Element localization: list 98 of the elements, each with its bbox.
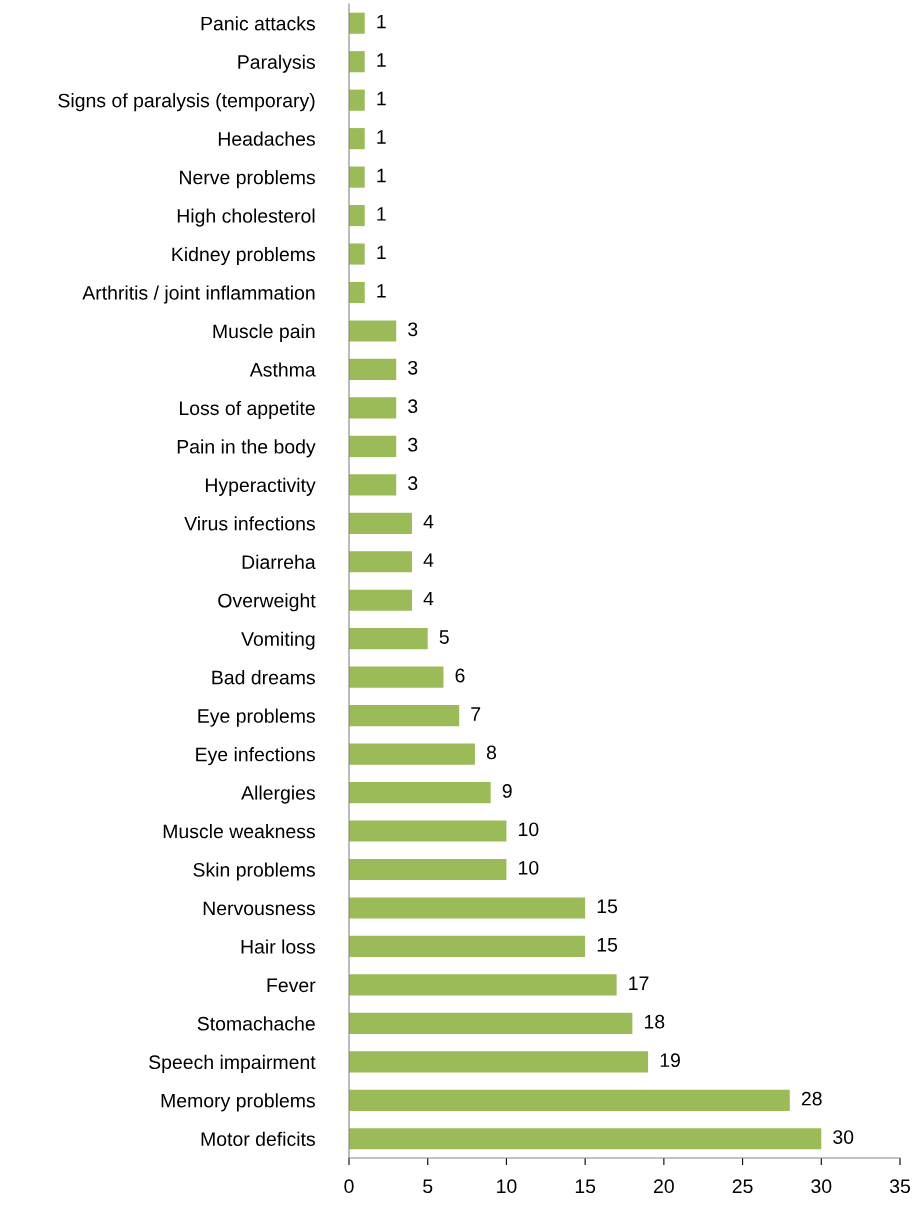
bar (349, 935, 586, 958)
y-tick-label: Memory problems (161, 1093, 315, 1112)
data-label: 5 (439, 630, 449, 644)
data-label: 28 (801, 1091, 822, 1106)
bar (349, 974, 617, 996)
y-tick-label: Skin problems (193, 862, 315, 881)
y-tick-label: Muscle weakness (163, 823, 315, 839)
y-tick-label: Kidney problems (172, 246, 315, 266)
x-tick-label: 5 (423, 1179, 433, 1194)
bar (349, 858, 507, 881)
bar (349, 1128, 822, 1150)
data-label: 1 (377, 245, 386, 260)
bar (349, 1089, 790, 1111)
data-label: 30 (833, 1130, 854, 1144)
y-tick-label: Panic attacks (201, 16, 315, 31)
x-tick-label: 15 (575, 1179, 596, 1194)
y-tick-label: Hyperactivity (205, 477, 316, 496)
bar (349, 589, 412, 611)
data-label: 6 (455, 668, 465, 683)
y-tick-label: Asthma (249, 362, 316, 377)
bar (349, 320, 397, 342)
y-tick-label: Allergies (241, 785, 315, 804)
bar (349, 204, 365, 227)
x-tick-label: 0 (344, 1179, 354, 1194)
bar (349, 51, 365, 73)
data-label: 18 (644, 1014, 665, 1029)
data-label: 3 (408, 399, 418, 414)
y-tick-label: Loss of appetite (179, 400, 315, 419)
data-label: 3 (408, 360, 418, 375)
data-label: 1 (377, 14, 386, 29)
bar (349, 243, 365, 265)
y-tick-label: High cholesterol (177, 208, 315, 227)
data-label: 4 (423, 553, 434, 567)
y-tick-label: Fever (267, 978, 316, 993)
bar (349, 743, 475, 765)
data-label: 19 (660, 1053, 680, 1068)
y-tick-label: Hair loss (241, 939, 315, 954)
y-tick-label: Speech impairment (149, 1054, 316, 1073)
data-label: 1 (377, 130, 386, 144)
y-tick-label: Signs of paralysis (temporary) (58, 93, 315, 112)
data-label: 10 (519, 860, 539, 875)
bar (349, 89, 365, 111)
data-label: 1 (377, 284, 386, 298)
y-tick-label: Diarreha (242, 554, 316, 569)
data-label: 9 (502, 784, 512, 798)
bar (349, 897, 586, 919)
y-tick-label: Motor deficits (201, 1131, 315, 1146)
bar (349, 435, 397, 457)
y-tick-label: Eye problems (198, 708, 315, 727)
data-label: 1 (377, 91, 386, 106)
bar (349, 397, 397, 419)
y-tick-label: Pain in the body (177, 439, 316, 458)
bar (349, 128, 365, 150)
y-tick-label: Arthritis / joint inflammation (82, 285, 315, 304)
bar (349, 781, 491, 804)
y-tick-label: Vomiting (241, 631, 315, 650)
y-tick-label: Virus infections (184, 516, 315, 531)
bar (349, 512, 412, 534)
bar (349, 820, 507, 842)
bar (349, 358, 397, 381)
data-label: 1 (377, 168, 386, 183)
bar (349, 551, 412, 573)
y-tick-label: Stomachache (197, 1016, 315, 1031)
data-label: 15 (597, 938, 618, 952)
bar (349, 12, 365, 34)
y-tick-label: Nerve problems (180, 170, 315, 189)
data-label: 3 (408, 322, 418, 337)
bar (349, 628, 428, 650)
data-label: 3 (408, 437, 418, 452)
data-label: 7 (471, 707, 481, 721)
x-tick-label: 30 (811, 1179, 832, 1194)
data-label: 15 (597, 899, 618, 914)
y-tick-label: Muscle pain (213, 323, 315, 343)
bar (349, 166, 365, 188)
x-tick-label: 10 (497, 1179, 517, 1194)
y-tick-label: Eye infections (196, 747, 315, 766)
y-tick-label: Bad dreams (212, 670, 315, 685)
bar (349, 281, 365, 304)
bar (349, 1012, 633, 1034)
data-label: 4 (423, 514, 434, 529)
y-tick-label: Overweight (218, 593, 316, 612)
data-label: 3 (408, 476, 418, 491)
data-label: 17 (629, 976, 649, 990)
x-tick-label: 20 (654, 1179, 674, 1194)
x-tick-label: 35 (889, 1179, 910, 1194)
y-tick-label: Paralysis (238, 54, 315, 73)
data-label: 8 (486, 745, 497, 760)
data-label: 4 (423, 591, 434, 606)
y-tick-label: Nervousness (203, 901, 315, 916)
x-tick-label: 25 (732, 1179, 753, 1194)
y-tick-label: Headaches (218, 131, 315, 146)
bar (349, 705, 460, 727)
data-label: 1 (377, 53, 386, 67)
data-label: 10 (519, 822, 539, 837)
data-label: 1 (377, 207, 386, 221)
bar (349, 1051, 649, 1073)
bar (349, 666, 444, 688)
bar (349, 474, 397, 496)
